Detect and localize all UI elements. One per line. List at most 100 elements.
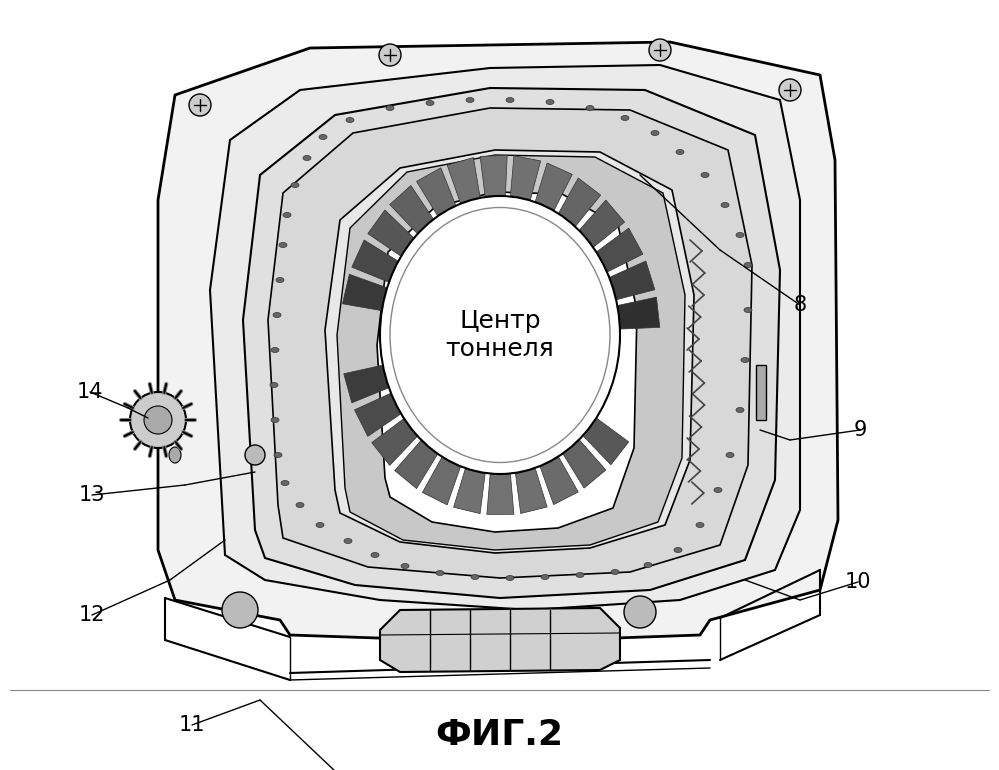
Ellipse shape bbox=[401, 564, 409, 568]
Polygon shape bbox=[372, 419, 418, 465]
Polygon shape bbox=[343, 274, 387, 310]
Text: 8: 8 bbox=[793, 295, 806, 315]
Ellipse shape bbox=[621, 116, 629, 120]
Polygon shape bbox=[487, 474, 513, 514]
Ellipse shape bbox=[466, 98, 474, 102]
Ellipse shape bbox=[736, 407, 744, 413]
Polygon shape bbox=[454, 469, 486, 514]
Text: 9: 9 bbox=[853, 420, 867, 440]
Polygon shape bbox=[510, 156, 540, 199]
Polygon shape bbox=[481, 156, 507, 196]
Circle shape bbox=[649, 39, 671, 61]
Polygon shape bbox=[390, 186, 434, 233]
Circle shape bbox=[222, 592, 258, 628]
Text: 11: 11 bbox=[179, 715, 205, 735]
Text: 14: 14 bbox=[77, 382, 103, 402]
Circle shape bbox=[624, 596, 656, 628]
Polygon shape bbox=[344, 365, 389, 403]
Ellipse shape bbox=[701, 172, 709, 178]
Circle shape bbox=[779, 79, 801, 101]
Ellipse shape bbox=[283, 213, 291, 217]
Ellipse shape bbox=[390, 207, 610, 463]
Polygon shape bbox=[448, 158, 481, 203]
Ellipse shape bbox=[721, 203, 729, 207]
Ellipse shape bbox=[274, 453, 282, 457]
Polygon shape bbox=[325, 150, 694, 553]
Polygon shape bbox=[417, 168, 456, 216]
Polygon shape bbox=[380, 608, 620, 672]
Bar bbox=[756, 365, 766, 420]
Ellipse shape bbox=[611, 570, 619, 574]
Polygon shape bbox=[243, 88, 780, 598]
Circle shape bbox=[379, 44, 401, 66]
Ellipse shape bbox=[303, 156, 311, 160]
Ellipse shape bbox=[346, 118, 354, 122]
Ellipse shape bbox=[506, 98, 514, 102]
Polygon shape bbox=[355, 393, 401, 437]
Circle shape bbox=[144, 406, 172, 434]
Ellipse shape bbox=[576, 573, 584, 578]
Ellipse shape bbox=[696, 523, 704, 527]
Polygon shape bbox=[377, 192, 637, 532]
Circle shape bbox=[245, 445, 265, 465]
Ellipse shape bbox=[426, 101, 434, 105]
Ellipse shape bbox=[436, 571, 444, 575]
Ellipse shape bbox=[471, 574, 479, 580]
Circle shape bbox=[130, 392, 186, 448]
Ellipse shape bbox=[644, 563, 652, 567]
Ellipse shape bbox=[741, 357, 749, 363]
Ellipse shape bbox=[271, 417, 279, 423]
Text: ФИГ.2: ФИГ.2 bbox=[435, 718, 563, 752]
Polygon shape bbox=[583, 418, 628, 465]
Ellipse shape bbox=[291, 182, 299, 188]
Polygon shape bbox=[609, 261, 655, 300]
Ellipse shape bbox=[744, 307, 752, 313]
Polygon shape bbox=[368, 210, 414, 256]
Text: 13: 13 bbox=[79, 485, 105, 505]
Polygon shape bbox=[352, 240, 398, 283]
Ellipse shape bbox=[169, 447, 181, 463]
Polygon shape bbox=[579, 200, 624, 247]
Ellipse shape bbox=[296, 503, 304, 507]
Ellipse shape bbox=[319, 135, 327, 139]
Polygon shape bbox=[558, 178, 600, 226]
Ellipse shape bbox=[281, 480, 289, 486]
Text: Центр
тоннеля: Центр тоннеля bbox=[446, 309, 554, 361]
Ellipse shape bbox=[273, 313, 281, 317]
Polygon shape bbox=[617, 297, 660, 329]
Ellipse shape bbox=[386, 105, 394, 111]
Polygon shape bbox=[210, 65, 800, 610]
Polygon shape bbox=[535, 163, 572, 210]
Polygon shape bbox=[158, 42, 838, 650]
Ellipse shape bbox=[744, 263, 752, 267]
Ellipse shape bbox=[714, 487, 722, 493]
Ellipse shape bbox=[271, 347, 279, 353]
Polygon shape bbox=[268, 108, 752, 578]
Ellipse shape bbox=[586, 105, 594, 111]
Circle shape bbox=[189, 94, 211, 116]
Ellipse shape bbox=[316, 523, 324, 527]
Text: 12: 12 bbox=[79, 605, 105, 625]
Ellipse shape bbox=[726, 453, 734, 457]
Ellipse shape bbox=[276, 277, 284, 283]
Ellipse shape bbox=[270, 383, 278, 387]
Ellipse shape bbox=[651, 130, 659, 136]
Ellipse shape bbox=[541, 574, 549, 580]
Polygon shape bbox=[395, 440, 438, 489]
Ellipse shape bbox=[380, 196, 620, 474]
Ellipse shape bbox=[344, 538, 352, 544]
Ellipse shape bbox=[279, 243, 287, 247]
Polygon shape bbox=[596, 228, 643, 272]
Ellipse shape bbox=[676, 149, 684, 155]
Polygon shape bbox=[423, 457, 461, 505]
Polygon shape bbox=[563, 440, 605, 488]
Ellipse shape bbox=[371, 553, 379, 557]
Polygon shape bbox=[337, 155, 685, 550]
Ellipse shape bbox=[546, 99, 554, 105]
Ellipse shape bbox=[506, 575, 514, 581]
Ellipse shape bbox=[736, 233, 744, 237]
Text: 10: 10 bbox=[845, 572, 871, 592]
Ellipse shape bbox=[674, 547, 682, 553]
Polygon shape bbox=[515, 469, 547, 514]
Polygon shape bbox=[540, 457, 578, 504]
